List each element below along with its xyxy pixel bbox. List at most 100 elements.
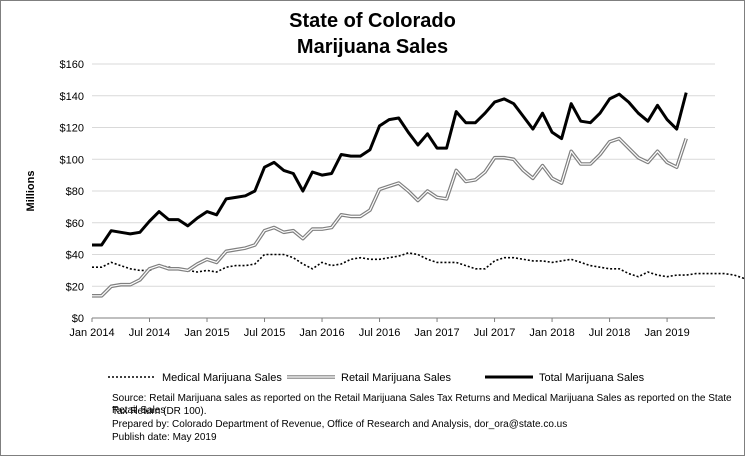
medical-marijuana-sales-point [91,267,92,268]
total-marijuana-sales-point [235,197,236,198]
medical-marijuana-sales-point [494,260,495,261]
retail-marijuana-sales-point [446,198,447,199]
total-marijuana-sales-point [178,219,179,220]
total-marijuana-sales-point [379,125,380,126]
retail-marijuana-sales-point [149,268,150,269]
retail-marijuana-sales-point [551,178,552,179]
chart-title: State of Colorado [289,10,456,32]
retail-marijuana-sales-point [101,295,102,296]
retail-marijuana-sales-point [293,230,294,231]
retail-marijuana-sales-point [302,238,303,239]
retail-marijuana-sales-point [312,229,313,230]
x-tick-label: Jul 2016 [359,327,401,339]
medical-marijuana-sales-point [197,271,198,272]
total-marijuana-sales-point [666,119,667,120]
retail-marijuana-sales-point [465,181,466,182]
total-marijuana-sales-point [408,132,409,133]
total-marijuana-sales-point [216,214,217,215]
retail-marijuana-sales-point [398,182,399,183]
medical-marijuana-sales-point [686,275,687,276]
medical-marijuana-sales-point [647,271,648,272]
medical-marijuana-sales-point [226,267,227,268]
medical-marijuana-sales-point [360,257,361,258]
total-marijuana-sales-point [341,154,342,155]
medical-marijuana-sales-point [254,263,255,264]
medical-marijuana-sales-point [456,262,457,263]
total-marijuana-sales-point [130,233,131,234]
retail-marijuana-sales-point [676,167,677,168]
medical-marijuana-sales-point [724,273,725,274]
y-axis-title: Millions [25,171,37,212]
retail-marijuana-sales-point [158,265,159,266]
medical-marijuana-sales-point [302,263,303,264]
retail-marijuana-sales-point [408,190,409,191]
total-marijuana-sales-point [139,232,140,233]
total-marijuana-sales-point [120,232,121,233]
total-marijuana-sales-point [590,122,591,123]
retail-marijuana-sales-point [91,295,92,296]
retail-marijuana-sales-point [274,227,275,228]
total-marijuana-sales-point [532,128,533,129]
publish-date: Publish date: May 2019 [112,432,217,443]
x-tick-label: Jul 2017 [474,327,516,339]
y-tick-label: $60 [66,218,84,230]
retail-marijuana-sales-point [283,232,284,233]
medical-marijuana-sales-point [245,265,246,266]
retail-marijuana-sales-point [638,157,639,158]
medical-marijuana-sales-point [676,275,677,276]
medical-marijuana-sales-point [101,267,102,268]
retail-marijuana-sales-point [532,178,533,179]
x-tick-label: Jan 2014 [69,327,114,339]
total-marijuana-sales-point [551,132,552,133]
medical-marijuana-sales-point [542,260,543,261]
medical-marijuana-sales-point [513,257,514,258]
retail-marijuana-sales-point [475,179,476,180]
total-marijuana-sales-point [628,102,629,103]
medical-marijuana-sales-point [571,259,572,260]
total-marijuana-sales-point [494,102,495,103]
retail-marijuana-sales-point [197,263,198,264]
retail-marijuana-sales-point [139,279,140,280]
retail-marijuana-sales-point [628,148,629,149]
medical-marijuana-sales-point [312,268,313,269]
medical-marijuana-sales-point [523,259,524,260]
y-tick-label: $0 [72,313,84,325]
total-marijuana-sales-point [465,122,466,123]
y-tick-label: $40 [66,250,84,262]
medical-marijuana-sales-point [379,259,380,260]
medical-marijuana-sales-point [283,254,284,255]
medical-marijuana-sales-point [206,270,207,271]
medical-marijuana-sales-point [619,268,620,269]
medical-marijuana-sales-point [120,265,121,266]
medical-marijuana-sales-point [666,276,667,277]
x-tick-label: Jul 2015 [244,327,286,339]
total-marijuana-sales-point [283,170,284,171]
medical-marijuana-sales-point [235,265,236,266]
retail-marijuana-sales-point [206,259,207,260]
retail-marijuana-sales-point [226,251,227,252]
source-line-2: Tax Return (DR 100). [112,406,207,417]
retail-marijuana-sales-point [666,162,667,163]
total-marijuana-sales-point [475,122,476,123]
total-marijuana-sales-point [446,148,447,149]
retail-marijuana-sales-point [436,197,437,198]
retail-marijuana-sales-point [350,216,351,217]
total-marijuana-sales-point [504,98,505,99]
medical-marijuana-sales-point [504,257,505,258]
retail-marijuana-sales-point [561,182,562,183]
retail-marijuana-sales-point [341,214,342,215]
retail-marijuana-sales-point [580,163,581,164]
total-marijuana-sales-point [293,173,294,174]
y-tick-label: $100 [60,154,84,166]
retail-marijuana-sales-point [321,229,322,230]
retail-marijuana-sales-point [599,154,600,155]
medical-marijuana-sales-point [638,276,639,277]
medical-marijuana-sales-point [293,257,294,258]
retail-marijuana-sales-point [120,284,121,285]
total-marijuana-sales-point [168,219,169,220]
retail-marijuana-sales-point [369,209,370,210]
medical-marijuana-sales-point [341,263,342,264]
total-marijuana-sales-point [206,211,207,212]
total-marijuana-sales-point [484,113,485,114]
medical-marijuana-sales-point [389,257,390,258]
